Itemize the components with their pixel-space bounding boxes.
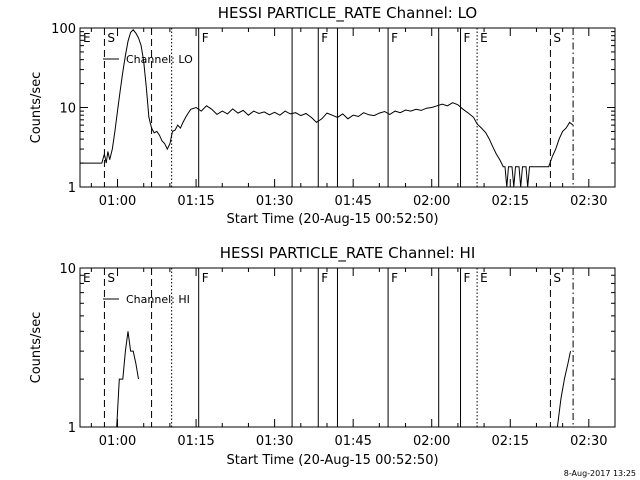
event-marker-label: F: [202, 31, 209, 45]
x-tick-label: 01:00: [99, 434, 136, 449]
chart-title: HESSI PARTICLE_RATE Channel: HI: [220, 244, 476, 263]
x-tick-label: 02:00: [413, 434, 450, 449]
event-marker-label: F: [464, 271, 471, 285]
series-line: [80, 29, 574, 188]
panel-lo: HESSI PARTICLE_RATE Channel: LO 01:00 01:1…: [29, 4, 616, 227]
x-axis-label: Start Time (20-Aug-15 00:52:50): [226, 212, 438, 227]
series-line: [114, 331, 139, 428]
event-marker-label: F: [391, 31, 398, 45]
plot-frame: [79, 267, 616, 428]
event-marker-label: S: [107, 31, 115, 45]
y-axis-label: Counts/sec: [29, 312, 44, 384]
x-tick-label: 02:00: [413, 194, 450, 209]
legend-label: Channel: HI: [126, 293, 190, 306]
event-marker-label: S: [107, 271, 115, 285]
y-axis-label: Counts/sec: [29, 72, 44, 144]
x-tick-label: 01:15: [177, 434, 214, 449]
x-tick-label: 01:30: [256, 194, 293, 209]
x-tick-label: 02:15: [492, 194, 529, 209]
x-tick-label: 02:15: [492, 434, 529, 449]
x-tick-label: 01:00: [99, 194, 136, 209]
event-marker-label: F: [202, 271, 209, 285]
series-line: [556, 350, 571, 428]
y-tick-label: 100: [51, 22, 76, 37]
event-marker-label: F: [321, 271, 328, 285]
event-marker-label: F: [321, 31, 328, 45]
event-marker-label: E: [83, 31, 91, 45]
event-marker-label: E: [480, 271, 488, 285]
event-marker-label: S: [553, 271, 561, 285]
x-axis-label: Start Time (20-Aug-15 00:52:50): [226, 453, 438, 468]
plot-frame: [79, 27, 616, 188]
x-tick-label: 02:30: [570, 194, 607, 209]
y-tick-label: 10: [59, 102, 76, 117]
y-tick-label: 1: [68, 421, 76, 436]
event-marker-label: E: [480, 31, 488, 45]
timestamp: 8-Aug-2017 13:25: [564, 469, 636, 478]
x-tick-label: 01:30: [256, 434, 293, 449]
event-marker-label: F: [464, 31, 471, 45]
x-tick-label: 01:45: [334, 194, 371, 209]
event-marker-label: S: [553, 31, 561, 45]
x-tick-label: 01:15: [177, 194, 214, 209]
y-tick-label: 10: [59, 262, 76, 277]
x-tick-label: 01:45: [334, 434, 371, 449]
event-marker-label: F: [391, 271, 398, 285]
panel-hi: HESSI PARTICLE_RATE Channel: HI 01:00 01:1…: [29, 244, 616, 468]
event-marker-label: E: [83, 271, 91, 285]
x-tick-label: 02:30: [570, 434, 607, 449]
chart-title: HESSI PARTICLE_RATE Channel: LO: [218, 4, 477, 23]
legend-label: Channel: LO: [126, 53, 193, 66]
y-tick-label: 1: [68, 181, 76, 196]
